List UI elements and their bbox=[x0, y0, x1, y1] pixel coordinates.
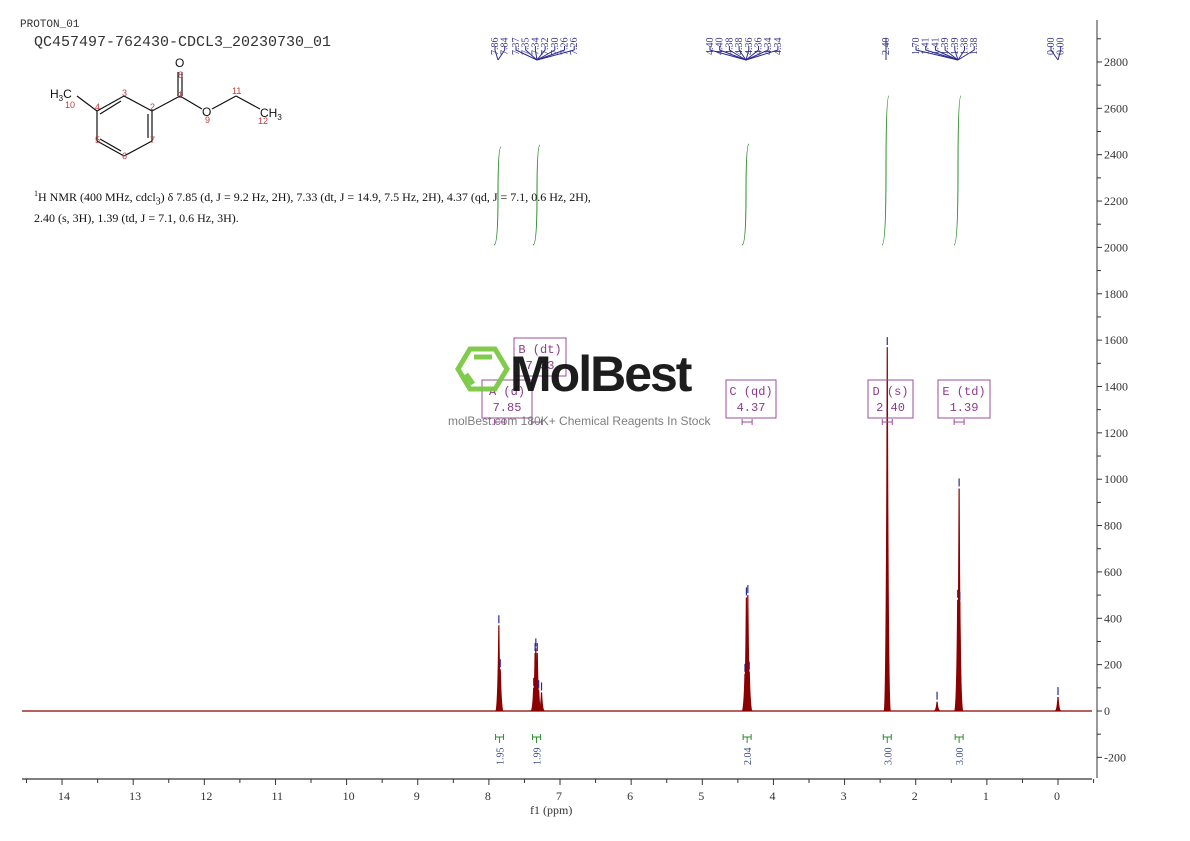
svg-text:10: 10 bbox=[65, 100, 75, 110]
peak-labels: 7.867.84 7.377.357.347.327.307.267.26 4.40… bbox=[490, 38, 1067, 61]
x-tick-label: 14 bbox=[58, 789, 70, 803]
x-axis-label: f1 (ppm) bbox=[530, 803, 572, 817]
svg-text:5: 5 bbox=[95, 135, 100, 145]
integral-value: 1.99 bbox=[533, 748, 544, 766]
svg-text:2: 2 bbox=[150, 102, 155, 112]
molbest-watermark: MolBest molBest.com 180K+ Chemical Reage… bbox=[448, 346, 711, 428]
y-tick-label: 600 bbox=[1104, 565, 1122, 579]
y-tick-label: 1800 bbox=[1104, 287, 1128, 301]
x-tick-label: 12 bbox=[200, 789, 212, 803]
x-tick-label: 13 bbox=[129, 789, 141, 803]
nmr-description: 1H NMR (400 MHz, cdcl3) δ 7.85 (d, J = 9… bbox=[34, 186, 594, 226]
integrals: 1.95 1.99 2.04 3.00 3.00 bbox=[493, 95, 966, 766]
desc-subscript: 3 bbox=[155, 196, 161, 208]
desc-text: H NMR (400 MHz, cdcl bbox=[38, 190, 156, 204]
integral-value: 3.00 bbox=[955, 748, 966, 766]
svg-text:11: 11 bbox=[232, 86, 241, 96]
sample-id-title: QC457497-762430-CDCL3_20230730_01 bbox=[34, 34, 332, 51]
x-tick-label: 2 bbox=[912, 789, 918, 803]
y-tick-label: 2800 bbox=[1104, 55, 1128, 69]
multiplet-annotations: A (d)7.85B (dt)7.33C (qd)4.37D (s)2.40E … bbox=[481, 337, 991, 425]
svg-text:12: 12 bbox=[258, 116, 268, 126]
multiplet-box-B: B (dt) 7.33 bbox=[513, 337, 567, 425]
svg-text:3: 3 bbox=[122, 88, 127, 98]
methyl-left: H3C bbox=[50, 87, 72, 103]
multiplet-box-D: D (s) 2.40 bbox=[867, 379, 914, 425]
desc-rest: ) δ 7.85 (d, J = 9.2 Hz, 2H), 7.33 (dt, … bbox=[34, 190, 591, 226]
multiplet-box-E: E (td) 1.39 bbox=[937, 379, 991, 425]
svg-text:C (qd): C (qd) bbox=[729, 385, 772, 399]
x-tick-label: 1 bbox=[983, 789, 989, 803]
multiplet-box-C: C (qd) 4.37 bbox=[725, 379, 777, 425]
integral-value: 1.95 bbox=[496, 748, 507, 766]
x-tick-label: 0 bbox=[1054, 789, 1060, 803]
carbonyl-oxygen: O bbox=[175, 56, 184, 70]
svg-text:7.33: 7.33 bbox=[526, 359, 555, 373]
x-axis: 14 13 12 11 10 9 8 7 6 5 4 3 2 1 0 bbox=[22, 778, 1095, 803]
hexagon-logo-icon bbox=[455, 346, 510, 392]
y-tick-label: 2200 bbox=[1104, 194, 1128, 208]
svg-text:2.40: 2.40 bbox=[876, 401, 905, 415]
svg-text:9: 9 bbox=[205, 115, 210, 125]
y-tick-label: 2400 bbox=[1104, 148, 1128, 162]
svg-text:4.37: 4.37 bbox=[737, 401, 766, 415]
x-tick-label: 6 bbox=[627, 789, 633, 803]
svg-text:B (dt): B (dt) bbox=[518, 343, 561, 357]
svg-text:8: 8 bbox=[178, 70, 183, 80]
y-tick-label: 400 bbox=[1104, 611, 1122, 625]
x-tick-label: 11 bbox=[271, 789, 283, 803]
x-tick-label: 3 bbox=[841, 789, 847, 803]
x-tick-label: 9 bbox=[414, 789, 420, 803]
isotope-superscript: 1 bbox=[34, 189, 38, 198]
svg-text:D (s): D (s) bbox=[872, 385, 908, 399]
y-tick-label: 1400 bbox=[1104, 379, 1128, 393]
x-tick-label: 4 bbox=[769, 789, 775, 803]
y-axis: 2800260024002200200018001600140012001000… bbox=[1096, 20, 1128, 778]
y-tick-label: 2600 bbox=[1104, 101, 1128, 115]
experiment-name: PROTON_01 bbox=[20, 19, 80, 31]
spectrum-trace bbox=[22, 337, 1092, 712]
y-tick-label: 200 bbox=[1104, 658, 1122, 672]
svg-text:7: 7 bbox=[150, 135, 155, 145]
svg-text:1: 1 bbox=[178, 90, 183, 100]
watermark-tagline: molBest.com 180K+ Chemical Reagents In S… bbox=[448, 414, 711, 428]
svg-text:1.39: 1.39 bbox=[950, 401, 979, 415]
chemical-structure bbox=[76, 72, 261, 157]
svg-text:4: 4 bbox=[95, 102, 100, 112]
svg-text:E (td): E (td) bbox=[942, 385, 985, 399]
integral-value: 3.00 bbox=[883, 748, 894, 766]
x-tick-label: 8 bbox=[485, 789, 491, 803]
y-tick-label: 800 bbox=[1104, 519, 1122, 533]
x-tick-label: 7 bbox=[556, 789, 562, 803]
y-tick-label: 2000 bbox=[1104, 240, 1128, 254]
methyl-right: CH3 bbox=[260, 106, 282, 122]
y-tick-label: 1600 bbox=[1104, 333, 1128, 347]
x-tick-label: 10 bbox=[343, 789, 355, 803]
y-tick-label: 1000 bbox=[1104, 472, 1128, 486]
svg-text:6: 6 bbox=[122, 151, 127, 161]
atom-numbers: 1 2 3 4 5 6 7 8 9 10 11 12 bbox=[65, 70, 268, 161]
y-tick-label: 1200 bbox=[1104, 426, 1128, 440]
ester-oxygen: O bbox=[202, 105, 211, 119]
y-tick-label: 0 bbox=[1104, 704, 1110, 718]
y-tick-label: -200 bbox=[1104, 750, 1126, 764]
integral-value: 2.04 bbox=[743, 748, 754, 766]
svg-text:7.85: 7.85 bbox=[493, 401, 522, 415]
watermark-brand: MolBest bbox=[510, 346, 693, 402]
x-tick-label: 5 bbox=[698, 789, 704, 803]
